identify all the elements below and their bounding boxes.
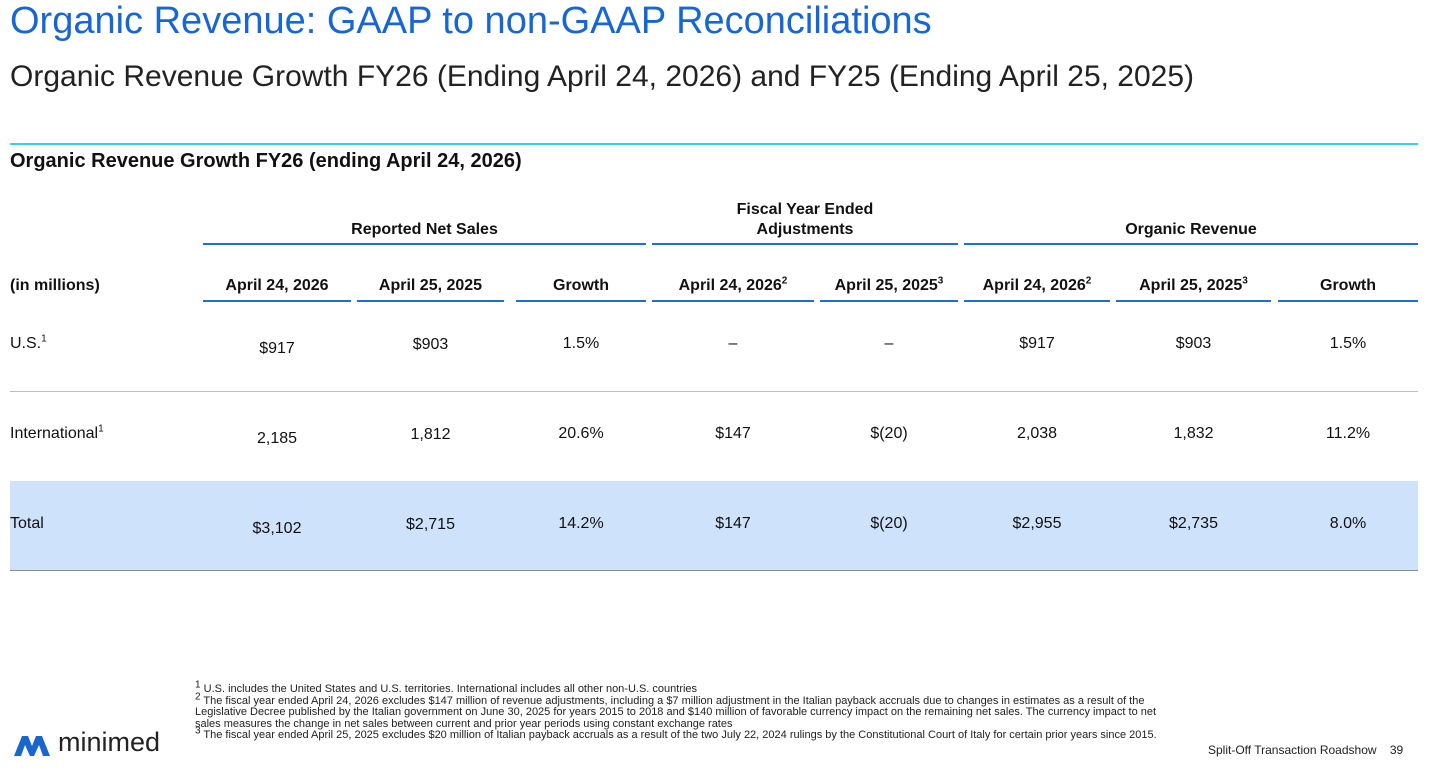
footnote-2: 2 The fiscal year ended April 24, 2026 e… [195, 690, 1157, 730]
column-underline-c6 [964, 300, 1110, 302]
group-header-adjustments-line2: Adjustments [756, 221, 854, 238]
column-underline-c2 [357, 300, 504, 302]
cell-total-c1: $3,102 [252, 520, 302, 537]
cell-us-c1: $917 [259, 340, 295, 357]
group-header-adjustments-line1: Fiscal Year Ended [736, 201, 874, 218]
page-subtitle: Organic Revenue Growth FY26 (Ending Apri… [10, 60, 1195, 93]
column-underline-c5 [820, 300, 958, 302]
cell-us-c5: – [884, 335, 894, 352]
group-header-organic: Organic Revenue [1125, 221, 1257, 238]
column-underline-c4 [652, 300, 814, 302]
footer: Split-Off Transaction Roadshow 39 [1208, 743, 1403, 757]
cell-total-c4: $147 [715, 515, 751, 532]
group-underline-organic [964, 243, 1418, 245]
cell-us-c4: – [728, 335, 738, 352]
column-header-c4: April 24, 20262 [678, 275, 788, 294]
footer-title: Split-Off Transaction Roadshow [1208, 743, 1377, 757]
column-header-c5: April 25, 20253 [834, 275, 944, 294]
cell-total-c6: $2,955 [1012, 515, 1062, 532]
column-header-c8: Growth [1320, 277, 1376, 294]
cell-us-c2: $903 [412, 336, 449, 353]
group-underline-reported [203, 243, 646, 245]
row-label-us: U.S.1 [10, 333, 47, 352]
total-row-bottom-border [10, 570, 1418, 571]
column-underline-c7 [1116, 300, 1271, 302]
cell-total-c5: $(20) [870, 515, 908, 532]
cell-international-c3: 20.6% [558, 425, 604, 442]
cell-total-c8: 8.0% [1329, 515, 1367, 532]
column-underline-c1 [203, 300, 351, 302]
column-header-c6: April 24, 20262 [982, 275, 1092, 294]
cell-international-c4: $147 [715, 425, 751, 442]
column-underline-c3 [516, 300, 646, 302]
footnote-1: 1 U.S. includes the United States and U.… [195, 679, 698, 695]
group-header-adjustments: Fiscal Year Ended Adjustments [652, 200, 958, 240]
cell-international-c5: $(20) [870, 425, 908, 442]
cell-international-c8: 11.2% [1325, 425, 1371, 442]
cell-international-c1: 2,185 [256, 430, 298, 447]
column-header-label: (in millions) [10, 277, 100, 294]
footnote-3: 3 The fiscal year ended April 25, 2025 e… [195, 725, 1157, 741]
column-header-c2: April 25, 2025 [378, 277, 483, 294]
column-header-c7: April 25, 20253 [1139, 275, 1248, 294]
cell-total-c7: $2,735 [1169, 515, 1218, 532]
cell-international-c6: 2,038 [1016, 425, 1058, 442]
page-title: Organic Revenue: GAAP to non-GAAP Reconc… [10, 0, 932, 42]
cell-us-c6: $917 [1019, 335, 1055, 352]
cell-total-c2: $2,715 [406, 516, 455, 533]
row-separator [10, 391, 1418, 392]
column-header-c3: Growth [553, 277, 609, 294]
accent-rule [10, 143, 1418, 145]
row-label-international: International1 [10, 423, 104, 442]
column-underline-c8 [1278, 300, 1418, 302]
group-header-reported: Reported Net Sales [351, 221, 498, 238]
group-underline-adjustments [652, 243, 958, 245]
page-number: 39 [1389, 743, 1404, 757]
row-label-total: Total [10, 515, 44, 532]
cell-us-c8: 1.5% [1329, 335, 1367, 352]
minimed-logo-icon [14, 736, 50, 756]
cell-us-c3: 1.5% [562, 335, 600, 352]
cell-international-c2: 1,812 [410, 426, 451, 443]
footnotes: 1 U.S. includes the United States and U.… [195, 679, 1175, 742]
logo-wordmark: minimed [58, 727, 161, 757]
cell-total-c3: 14.2% [558, 515, 604, 532]
cell-international-c7: 1,832 [1173, 425, 1214, 442]
section-title: Organic Revenue Growth FY26 (ending Apri… [10, 150, 522, 172]
total-row-background [10, 481, 1418, 571]
column-header-c1: April 24, 2026 [225, 277, 329, 294]
cell-us-c7: $903 [1175, 335, 1212, 352]
